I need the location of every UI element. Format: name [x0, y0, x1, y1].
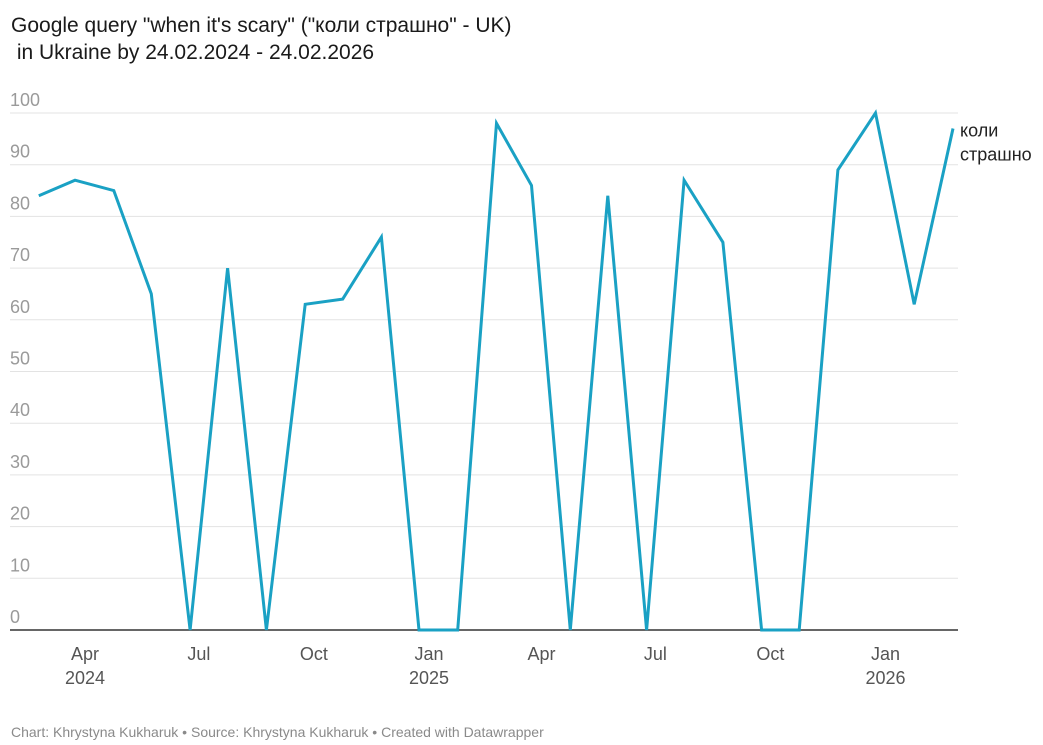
data-point — [912, 302, 916, 306]
data-point — [112, 189, 116, 193]
x-tick-label: Jul — [187, 644, 210, 664]
data-point — [721, 240, 725, 244]
y-axis-tick-labels: 0 10 20 30 40 50 60 70 80 90 100 — [10, 90, 40, 627]
footer-credit: Chart: Khrystyna Kukharuk — [11, 724, 179, 740]
data-point — [188, 628, 192, 632]
x-tick-label: Jul — [644, 644, 667, 664]
x-tick-year-label: 2024 — [65, 668, 105, 688]
y-tick-label: 70 — [10, 245, 30, 265]
series-labels: коли страшно — [960, 121, 1032, 165]
y-tick-label: 0 — [10, 607, 20, 627]
data-point — [303, 302, 307, 306]
y-tick-label: 80 — [10, 193, 30, 213]
data-point — [682, 178, 686, 182]
data-point — [797, 628, 801, 632]
x-tick-label: Jan — [871, 644, 900, 664]
x-tick-label: Apr — [528, 644, 556, 664]
data-point — [149, 292, 153, 296]
data-point — [568, 628, 572, 632]
x-tick-year-label: 2025 — [409, 668, 449, 688]
series-label: коли страшно — [960, 121, 1032, 165]
y-tick-label: 60 — [10, 297, 30, 317]
data-point — [645, 628, 649, 632]
chart-footer: Chart: Khrystyna Kukharuk • Source: Khry… — [11, 724, 544, 740]
data-point — [760, 628, 764, 632]
data-point — [379, 235, 383, 239]
chart-title: Google query "when it's scary" ("коли ст… — [11, 14, 512, 64]
x-tick-label: Jan — [414, 644, 443, 664]
grid-lines — [10, 112, 958, 631]
x-tick-label: Oct — [300, 644, 328, 664]
x-axis-tick-labels: Apr 2024 Jul Oct Jan 2025 Apr Jul Oct Jan 2026 — [65, 644, 905, 688]
footer-separator: • — [368, 724, 382, 740]
series-line — [38, 109, 955, 632]
data-point — [951, 127, 955, 131]
y-tick-label: 30 — [10, 452, 30, 472]
y-tick-label: 50 — [10, 349, 30, 369]
data-point — [226, 266, 230, 270]
x-tick-year-label: 2026 — [865, 668, 905, 688]
y-tick-label: 20 — [10, 504, 30, 524]
data-point — [873, 111, 877, 115]
x-tick-label: Oct — [756, 644, 784, 664]
data-point — [341, 297, 345, 301]
footer-separator: • — [178, 724, 191, 740]
data-point — [606, 194, 610, 198]
x-tick-label: Apr — [71, 644, 99, 664]
footer-tool: Created with Datawrapper — [381, 724, 544, 740]
y-tick-label: 10 — [10, 555, 30, 575]
data-point — [73, 178, 77, 182]
y-tick-label: 40 — [10, 400, 30, 420]
data-point — [836, 168, 840, 172]
data-point — [264, 628, 268, 632]
data-point — [495, 121, 499, 125]
data-point — [37, 194, 41, 198]
footer-source: Source: Khrystyna Kukharuk — [190, 724, 369, 740]
y-tick-label: 100 — [10, 90, 40, 110]
y-tick-label: 90 — [10, 142, 30, 162]
series-lines — [37, 109, 955, 632]
data-point — [456, 628, 460, 632]
data-point — [530, 183, 534, 187]
data-point — [417, 628, 421, 632]
